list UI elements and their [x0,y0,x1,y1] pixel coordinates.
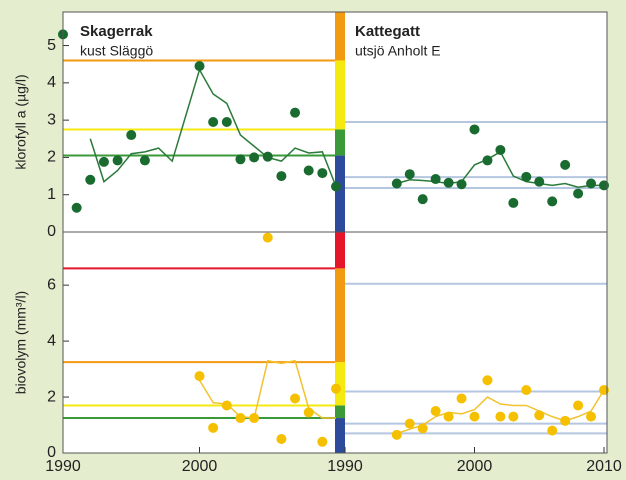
y-axis-label: klorofyll a (µg/l) [13,74,29,169]
x-tick-label: 2010 [586,458,622,475]
class-band [335,12,345,61]
data-point [331,181,341,192]
class-band [335,268,345,363]
data-point [495,144,506,155]
data-point [547,425,558,436]
data-point [249,152,260,163]
data-point [208,117,219,127]
x-tick-label: 2000 [457,458,493,475]
data-point [508,197,519,208]
data-point [126,130,137,141]
class-band [335,129,345,156]
data-point [456,393,467,404]
data-point [391,429,402,440]
data-point [469,411,480,422]
class-band [335,405,345,419]
data-point [443,411,454,422]
y-tick-label: 1 [47,186,56,203]
y-axis-label: biovolym (mm³/l) [13,291,29,394]
y-tick-label: 0 [47,223,56,240]
data-point [482,375,493,386]
panel-subtitle: utsjö Anholt E [355,43,441,59]
trend-line [89,67,337,187]
y-tick-label: 2 [47,388,56,405]
data-point [290,107,301,118]
data-point [249,413,260,424]
class-band [335,232,345,269]
data-point [235,413,246,424]
data-point [482,155,493,166]
x-tick-label: 1990 [327,458,363,475]
data-point [194,61,205,72]
y-tick-label: 6 [47,276,56,293]
data-point [317,168,328,179]
data-point [573,400,584,411]
data-point [208,422,219,433]
plot-border [62,11,608,454]
class-band [335,418,345,453]
data-point [71,202,82,213]
data-point [391,178,402,189]
data-point [547,196,558,207]
data-point [262,232,273,243]
y-tick-label: 4 [47,332,56,349]
data-point [443,177,454,188]
data-point [221,117,232,127]
class-band [335,362,345,406]
data-point [586,178,597,189]
data-point [404,418,415,429]
y-tick-label: 2 [47,149,56,166]
data-point [417,194,428,205]
x-tick-label: 2000 [182,458,218,475]
y-tick-label: 3 [47,111,56,128]
panel-title: Kattegatt [355,23,420,40]
data-point [303,165,314,176]
y-tick-label: 4 [47,74,56,91]
data-point [221,400,232,411]
x-tick-label: 1990 [45,458,81,475]
data-point [317,436,328,447]
data-point [85,174,96,185]
data-point [508,411,519,422]
data-point [534,176,545,187]
data-point [560,415,571,426]
data-point [430,406,441,417]
data-point [586,411,597,422]
data-point [521,171,532,182]
class-band [335,60,345,130]
y-tick-label: 0 [47,444,56,461]
data-point [276,434,287,445]
data-point [573,188,584,199]
data-point [331,383,341,394]
data-point [276,171,287,182]
data-point [404,169,415,180]
data-point [235,154,246,165]
panel-title: Skagerrak [80,23,153,40]
data-point [456,179,467,190]
panel-subtitle: kust Släggö [80,43,153,59]
data-point [560,159,571,170]
data-point [534,410,545,421]
y-tick-label: 5 [47,37,56,54]
data-point [469,124,480,135]
data-point [112,155,123,166]
data-point [262,151,273,162]
data-point [430,174,441,185]
data-point [98,156,109,167]
data-point [417,423,428,434]
data-point [139,155,150,166]
class-band [335,155,345,232]
data-point [194,371,205,382]
data-point [303,407,314,418]
data-point [521,385,532,396]
data-point [495,411,506,422]
data-point [290,393,301,404]
